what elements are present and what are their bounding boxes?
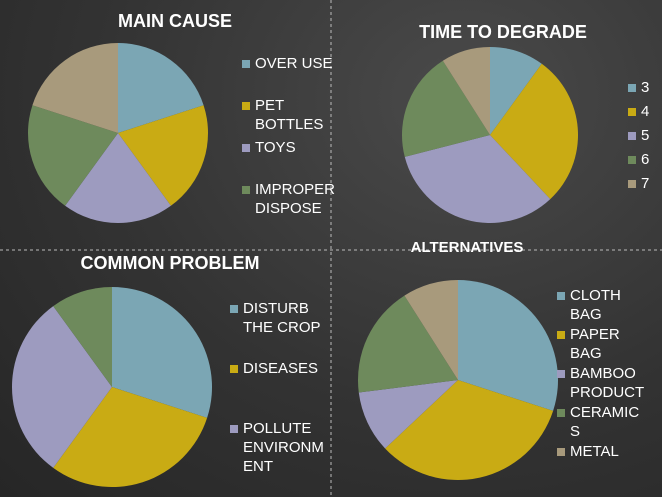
legend-label: CERAMICS [570,404,640,440]
pie-slice [32,42,118,133]
legend-swatch [557,370,565,378]
pie-slice [404,280,458,380]
chart-title: MAIN CAUSE [118,11,232,31]
legend-label: TOYS [255,139,296,156]
legend-swatch [557,409,565,417]
pie-slice [28,105,119,206]
pie-slice [65,133,171,223]
legend-label: POLLUTE ENVIRONMENT [243,420,324,475]
chart-title: TIME TO DEGRADE [419,22,587,42]
pie-slice [404,135,551,224]
pie-slice [490,47,542,135]
pie-slice [358,380,458,449]
legend-swatch [557,331,565,339]
legend-swatch [242,144,250,152]
legend-swatch [628,108,636,116]
pie-slice [118,43,204,133]
legend-swatch [242,60,250,68]
legend-swatch [628,132,636,140]
legend-label: DISTURB THE CROP [243,300,321,336]
legend-swatch [230,365,238,373]
pie-slice [458,280,558,411]
legend-swatch [628,84,636,92]
pie-slice [385,380,554,480]
legend-swatch [230,305,238,313]
legend-label: 5 [641,127,650,144]
legend-swatch [628,180,636,188]
legend-label: PET BOTTLES [255,97,324,133]
pie-slice [112,287,212,418]
legend-swatch [230,425,238,433]
pie-slice [442,47,490,135]
chart-title: ALTERNATIVES [411,239,524,256]
legend-label: PAPER BAG [570,326,620,362]
legend-label: 7 [641,175,650,192]
pie-slice [53,287,112,387]
legend-swatch [557,448,565,456]
legend-swatch [628,156,636,164]
legend-swatch [557,292,565,300]
legend-label: 4 [641,103,650,120]
legend-label: OVER USE [255,55,333,72]
legend-label: METAL [570,443,619,460]
chart-title: COMMON PROBLEM [81,253,260,273]
pie-slice [53,387,208,488]
legend-label: 3 [641,79,650,96]
legend-label: IMPROPER DISPOSE [255,181,336,217]
legend-label: DISEASES [243,360,319,377]
legend-label: BAMBOO PRODUCT [570,365,645,401]
pie-slice [490,63,579,200]
legend-label: CLOTH BAG [570,287,621,323]
legend-label: 6 [641,151,650,168]
pie-slice [358,295,458,393]
pie-slice [11,306,112,468]
legend-swatch [242,186,250,194]
legend-swatch [242,102,250,110]
pie-slice [402,60,490,157]
pie-slice [118,105,208,206]
